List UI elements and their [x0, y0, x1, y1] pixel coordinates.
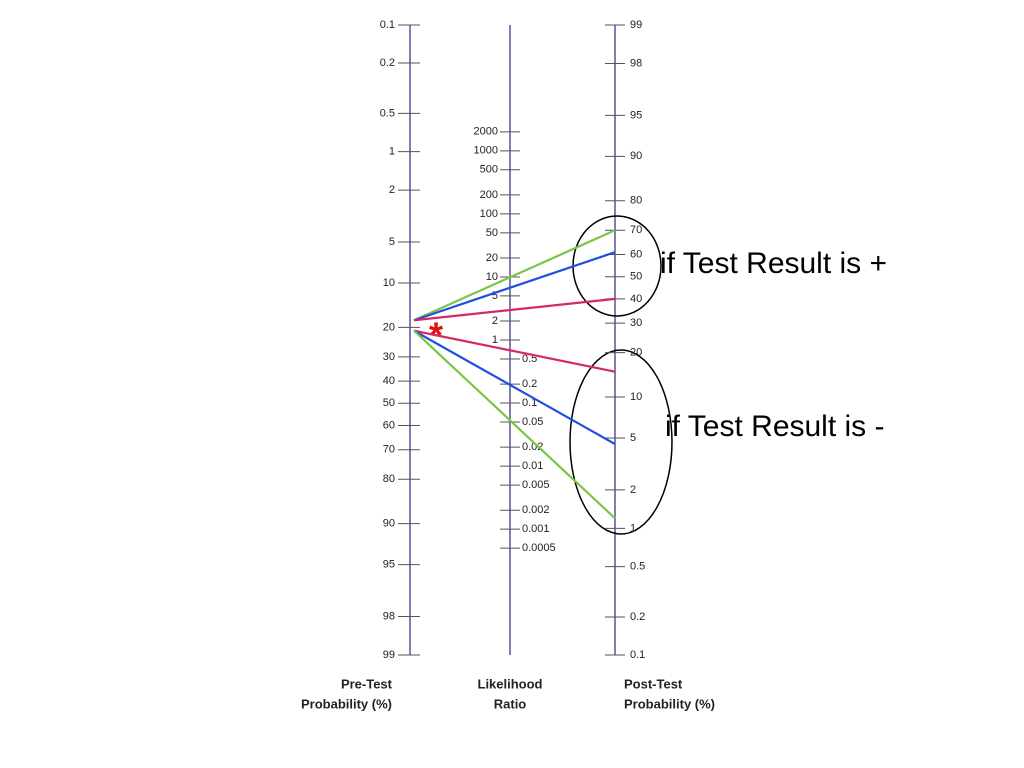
axis-title: Ratio: [494, 696, 527, 711]
tick-label: 2000: [474, 126, 498, 138]
tick-label: 100: [480, 208, 498, 220]
axis-title: Probability (%): [301, 696, 392, 711]
tick-label: 70: [630, 224, 642, 236]
tick-label: 2: [492, 315, 498, 327]
tick-label: 0.02: [522, 441, 543, 453]
tick-label: 1: [492, 334, 498, 346]
tick-label: 1: [630, 522, 636, 534]
lr-line: [413, 329, 616, 373]
tick-label: 0.5: [630, 561, 645, 573]
lr-line: [413, 251, 616, 322]
tick-label: 5: [389, 236, 395, 248]
tick-label: 0.002: [522, 504, 550, 516]
tick-label: 1000: [474, 145, 498, 157]
tick-label: 40: [383, 375, 395, 387]
tick-label: 70: [383, 444, 395, 456]
tick-label: 0.01: [522, 460, 543, 472]
tick-label: 0.2: [630, 611, 645, 623]
tick-label: 98: [630, 57, 642, 69]
tick-label: 0.1: [522, 397, 537, 409]
annotation: if Test Result is -: [665, 410, 885, 443]
tick-label: 40: [630, 293, 642, 305]
tick-label: 50: [486, 227, 498, 239]
tick-label: 2: [389, 184, 395, 196]
tick-label: 90: [383, 518, 395, 530]
lr-line: [413, 229, 616, 322]
tick-label: 0.2: [522, 378, 537, 390]
tick-label: 5: [630, 432, 636, 444]
axis-title: Probability (%): [624, 696, 715, 711]
tick-label: 60: [383, 419, 395, 431]
axis-title: Likelihood: [478, 676, 543, 691]
tick-label: 0.1: [380, 19, 395, 31]
tick-label: 50: [630, 271, 642, 283]
lr-line: [413, 329, 616, 445]
tick-label: 0.2: [380, 57, 395, 69]
tick-label: 5: [492, 290, 498, 302]
axis-title: Post-Test: [624, 676, 683, 691]
tick-label: 80: [630, 195, 642, 207]
tick-label: 90: [630, 150, 642, 162]
tick-label: 0.5: [380, 107, 395, 119]
tick-label: 95: [630, 109, 642, 121]
tick-label: 95: [383, 558, 395, 570]
tick-label: 2: [630, 484, 636, 496]
tick-label: 80: [383, 473, 395, 485]
lr-line: [413, 329, 616, 520]
tick-label: 20: [486, 252, 498, 264]
tick-label: 60: [630, 248, 642, 260]
tick-label: 0.005: [522, 479, 550, 491]
annotation: if Test Result is +: [660, 247, 887, 280]
tick-label: 0.0005: [522, 542, 556, 554]
tick-label: 20: [630, 347, 642, 359]
tick-label: 30: [383, 351, 395, 363]
tick-label: 20: [383, 321, 395, 333]
tick-label: 30: [630, 317, 642, 329]
lr-line: [413, 297, 616, 322]
tick-label: 500: [480, 164, 498, 176]
tick-label: 200: [480, 189, 498, 201]
tick-label: 99: [383, 649, 395, 661]
tick-label: 0.05: [522, 416, 543, 428]
tick-label: 10: [486, 271, 498, 283]
tick-label: 10: [630, 391, 642, 403]
tick-label: 10: [383, 277, 395, 289]
negative-ellipse: [569, 349, 673, 535]
tick-label: 50: [383, 397, 395, 409]
tick-label: 99: [630, 19, 642, 31]
axis-title: Pre-Test: [341, 676, 393, 691]
tick-label: 98: [383, 610, 395, 622]
tick-label: 1: [389, 146, 395, 158]
tick-label: 0.001: [522, 523, 550, 535]
tick-label: 0.1: [630, 649, 645, 661]
